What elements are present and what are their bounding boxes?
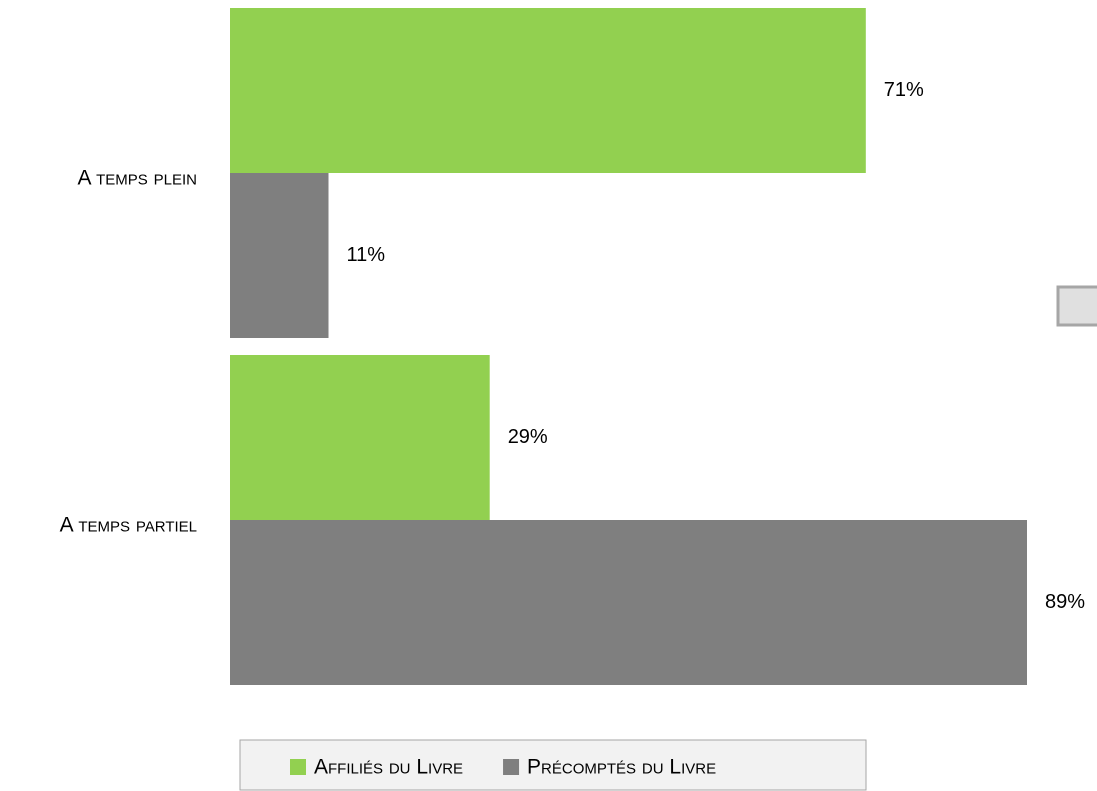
legend-swatch [503, 759, 520, 775]
bar [230, 355, 490, 520]
data-label: 89% [1045, 591, 1085, 613]
y-tick-label: A temps partiel [60, 514, 197, 537]
data-label: 29% [508, 426, 548, 448]
bar [230, 520, 1027, 685]
legend-swatch [290, 759, 306, 775]
legend-label: Précomptés du Livre [527, 756, 716, 779]
bar [230, 173, 329, 338]
legend-label: Affiliés du Livre [314, 756, 463, 779]
data-label: 71% [884, 79, 924, 101]
y-tick-label: A temps plein [77, 167, 197, 190]
legend-box [239, 739, 867, 791]
data-label: 11% [347, 244, 386, 266]
decoration [1056, 285, 1097, 327]
bar [230, 8, 866, 173]
